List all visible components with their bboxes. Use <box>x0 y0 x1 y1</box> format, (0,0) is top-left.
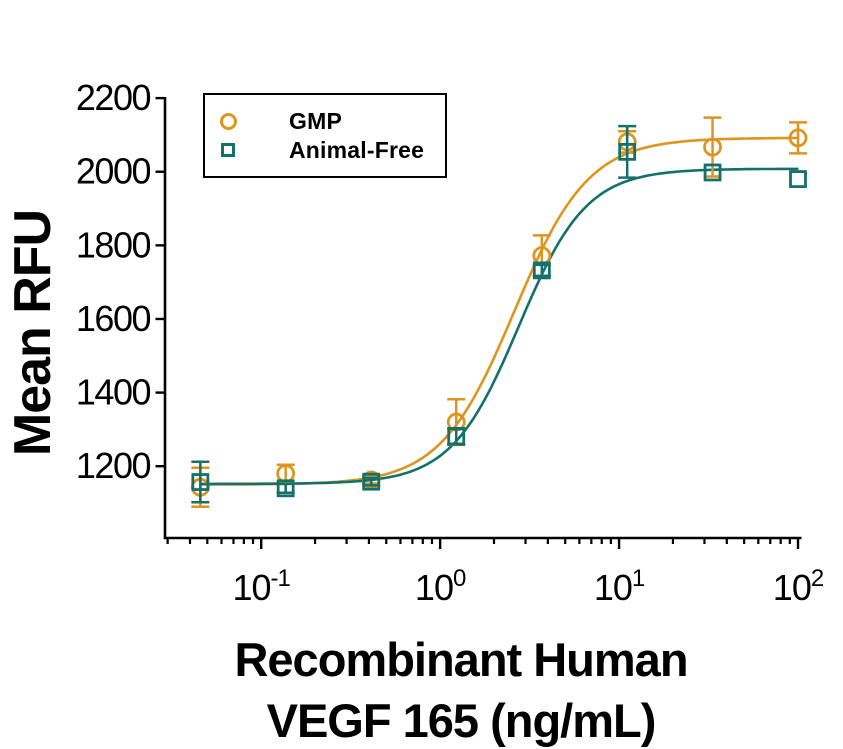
x-tick-label: 102 <box>773 565 824 608</box>
data-point-gmp <box>788 128 808 148</box>
x-tick-label: 100 <box>415 565 466 608</box>
data-point-gmp <box>703 137 722 157</box>
data-point-animal-free <box>618 142 637 161</box>
legend-item-animal-free: Animal-Free <box>205 137 445 163</box>
gmp-circle-marker-icon <box>219 112 237 130</box>
legend-label-gmp: GMP <box>289 107 342 134</box>
data-point-animal-free <box>191 473 210 491</box>
x-axis-title-line2: VEGF 165 (ng/mL) <box>266 694 657 748</box>
data-point-animal-free <box>789 170 807 188</box>
y-tick-label: 1200 <box>76 445 151 486</box>
x-axis-title: Recombinant Human VEGF 165 (ng/mL) <box>234 629 688 749</box>
axis-spine <box>163 97 802 540</box>
legend-item-gmp: GMP <box>205 108 445 134</box>
y-axis-title: Mean RFU <box>4 209 62 457</box>
legend-marker-box <box>205 112 251 130</box>
data-point-animal-free <box>532 261 551 280</box>
y-tick-label: 1400 <box>76 372 151 413</box>
data-point-animal-free <box>447 427 466 446</box>
y-tick-label: 2000 <box>76 151 151 192</box>
x-tick-label: 10-1 <box>233 565 291 608</box>
fit-curve-animal-free <box>200 167 799 486</box>
x-tick-label: 101 <box>594 565 645 608</box>
animal-free-square-marker-icon <box>221 143 235 157</box>
y-tick-label: 1600 <box>76 298 151 339</box>
data-point-animal-free <box>703 163 722 182</box>
data-point-animal-free <box>276 479 295 498</box>
x-axis-title-line1: Recombinant Human <box>234 633 688 686</box>
legend-label-animal-free: Animal-Free <box>289 136 425 163</box>
y-tick-label: 2200 <box>76 77 151 118</box>
legend-box: GMP Animal-Free <box>203 93 447 178</box>
fit-curve-gmp <box>200 136 799 486</box>
legend-marker-box <box>205 143 251 157</box>
y-tick-label: 1800 <box>76 224 151 265</box>
data-point-animal-free <box>362 472 381 491</box>
